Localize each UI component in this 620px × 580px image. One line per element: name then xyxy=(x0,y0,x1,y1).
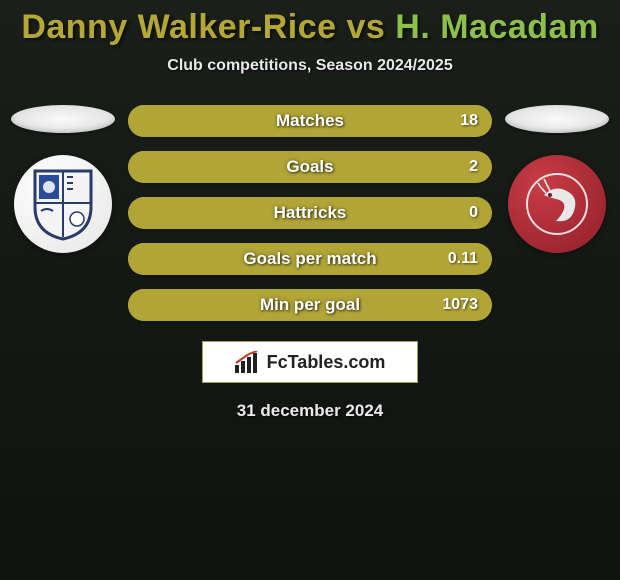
player2-name: H. Macadam xyxy=(395,8,598,46)
stat-bars: 18 Matches 2 Goals 0 Hattricks 0.11 Goals per m… xyxy=(128,105,492,321)
brand-box: FcTables.com xyxy=(202,341,418,383)
player1-name: Danny Walker-Rice xyxy=(21,8,336,46)
bar-chart-icon xyxy=(235,351,261,373)
stat-bar: 18 Matches xyxy=(128,105,492,137)
footer-date: 31 december 2024 xyxy=(237,401,384,421)
stat-bar: 1073 Min per goal xyxy=(128,289,492,321)
subtitle: Club competitions, Season 2024/2025 xyxy=(0,57,620,75)
player2-crest xyxy=(508,155,606,253)
stat-bar: 2 Goals xyxy=(128,151,492,183)
vs-text: vs xyxy=(347,8,396,46)
bar-value-right: 1073 xyxy=(442,296,478,314)
bar-label: Hattricks xyxy=(274,203,347,223)
player1-crest xyxy=(14,155,112,253)
shield-icon xyxy=(31,167,95,241)
bar-label: Goals xyxy=(286,157,333,177)
footer: FcTables.com 31 december 2024 xyxy=(0,341,620,421)
player2-ellipse xyxy=(505,105,609,133)
bar-value-right: 2 xyxy=(469,158,478,176)
left-side-column xyxy=(8,105,118,253)
player1-ellipse xyxy=(11,105,115,133)
bar-label: Matches xyxy=(276,111,344,131)
content-row: 18 Matches 2 Goals 0 Hattricks 0.11 Goals per m… xyxy=(0,105,620,321)
stat-bar: 0.11 Goals per match xyxy=(128,243,492,275)
bar-value-right: 0 xyxy=(469,204,478,222)
shrimp-icon xyxy=(526,173,588,235)
bar-value-right: 18 xyxy=(460,112,478,130)
page-title: Danny Walker-Rice vs H. Macadam xyxy=(0,8,620,47)
right-side-column xyxy=(502,105,612,253)
bar-label: Min per goal xyxy=(260,295,360,315)
bar-value-right: 0.11 xyxy=(448,250,478,268)
stat-bar: 0 Hattricks xyxy=(128,197,492,229)
brand-text: FcTables.com xyxy=(267,352,386,373)
bar-label: Goals per match xyxy=(243,249,376,269)
